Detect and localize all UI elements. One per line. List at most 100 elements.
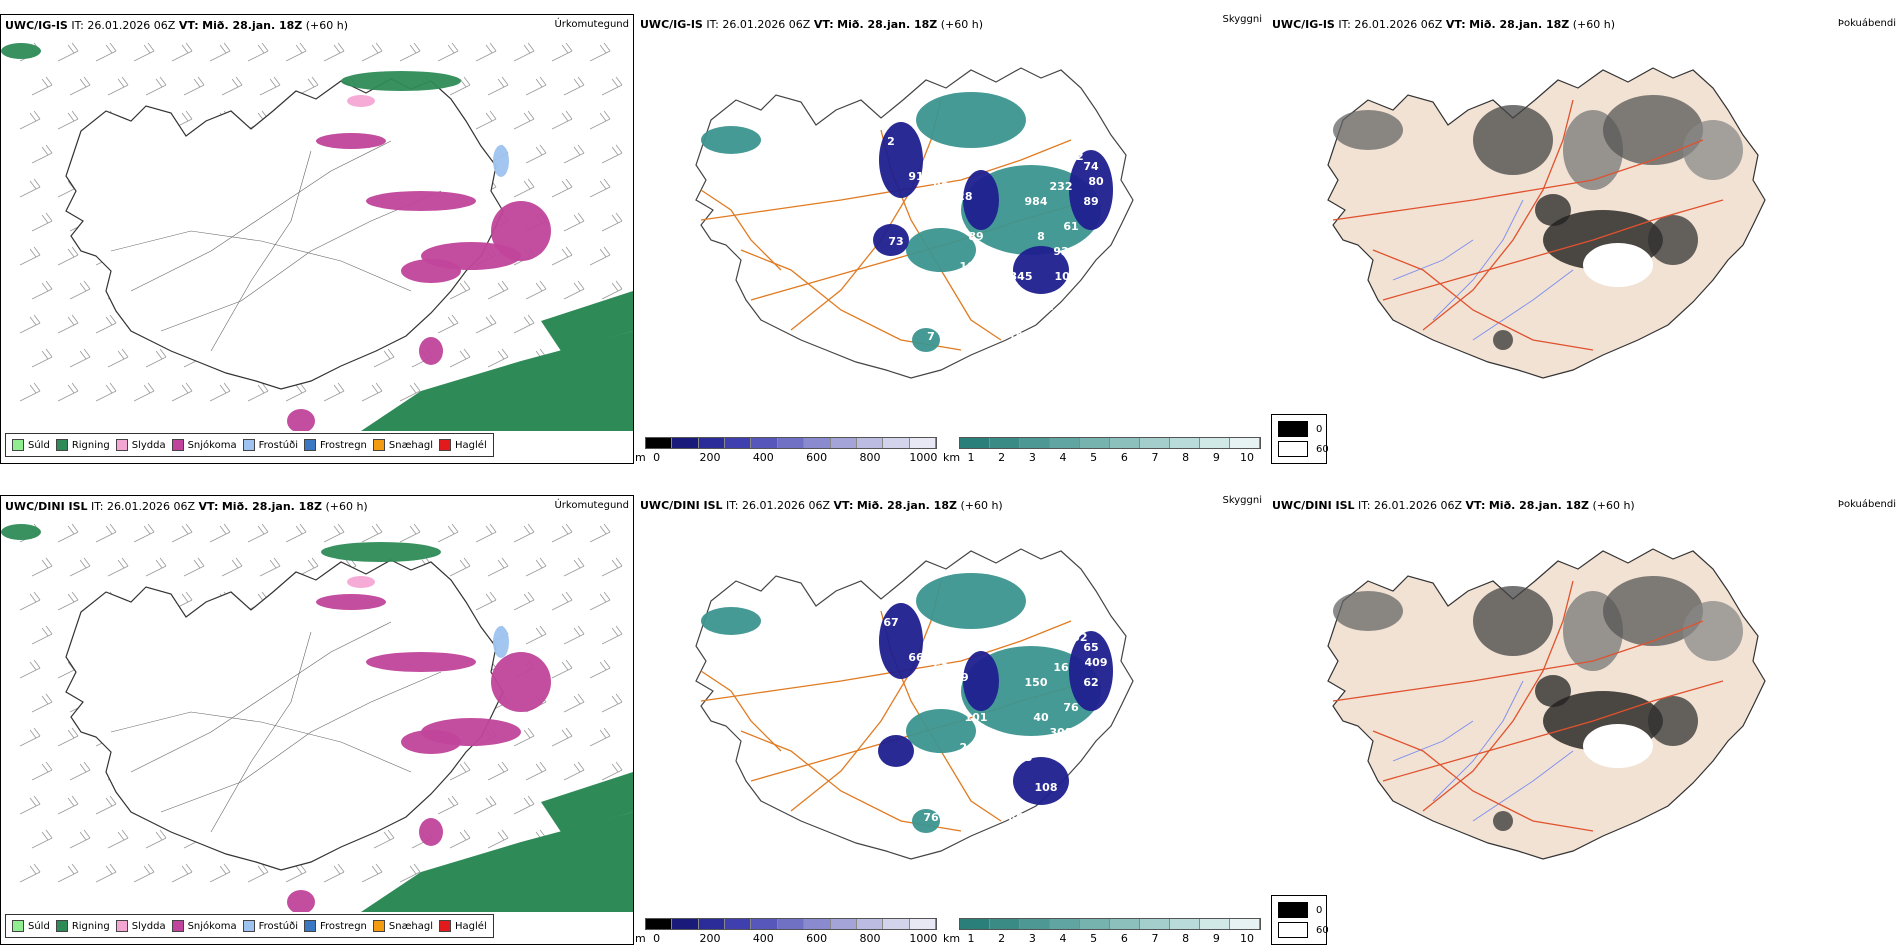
fog-index-area <box>1493 811 1513 831</box>
visibility-value-label: 16 <box>1053 661 1069 674</box>
visibility-value-label: 62 <box>1083 676 1098 689</box>
panel-header: UWC/IG-IS IT: 26.01.2026 06Z VT: Mið. 28… <box>640 18 984 31</box>
visibility-value-label: 61 <box>1063 220 1078 233</box>
visibility-value-label: 63 <box>933 661 948 674</box>
visibility-color-step <box>1050 438 1080 448</box>
legend-swatch <box>171 920 184 932</box>
snow-band <box>316 133 386 149</box>
visibility-tick-label: 8 <box>1182 451 1190 464</box>
fog-panel-top: UWC/IG-IS IT: 26.01.2026 06Z VT: Mið. 28… <box>1268 14 1900 464</box>
visibility-value-label: 8 <box>1037 230 1045 243</box>
cloud-legend-bottom: 60 <box>1316 924 1329 936</box>
legend-label: Snæhagl <box>388 920 434 932</box>
snow-band <box>401 259 461 283</box>
panel-type-label: Skyggni <box>1222 495 1262 506</box>
road-network <box>110 140 442 352</box>
visibility-tick-label: 7 <box>1151 932 1159 945</box>
fog-index-area <box>1648 215 1698 265</box>
elevation-color-step <box>725 438 752 448</box>
km-bar <box>959 918 1261 930</box>
rain-spot <box>1 43 41 59</box>
legend-swatch <box>12 439 24 451</box>
legend-label: Haglél <box>455 439 487 451</box>
visibility-value-label: 101 <box>965 711 988 724</box>
elevation-color-step <box>883 438 910 448</box>
fog-index-area <box>1473 586 1553 656</box>
snow-band <box>366 652 476 672</box>
legend-swatch <box>439 439 452 451</box>
vis-low-area <box>906 228 976 272</box>
visibility-value-label: 409 <box>1085 656 1108 669</box>
visibility-panel-top: UWC/IG-IS IT: 26.01.2026 06Z VT: Mið. 28… <box>636 14 1266 464</box>
legend-label: Frostregn <box>320 439 367 451</box>
fog-index-area <box>1603 95 1703 165</box>
legend-label: Snæhagl <box>388 439 434 451</box>
visibility-value-label: 93 <box>1058 751 1073 764</box>
snow-band <box>419 337 443 365</box>
elevation-color-step <box>909 919 936 929</box>
panel-header: UWC/DINI ISL IT: 26.01.2026 06Z VT: Mið.… <box>1272 499 1635 512</box>
visibility-tick-label: 2 <box>998 451 1006 464</box>
visibility-value-label: 83 <box>963 631 978 644</box>
rain-area-sea <box>361 331 633 431</box>
panel-type-label: Skyggni <box>1222 14 1262 25</box>
fog-index-area <box>1648 696 1698 746</box>
elevation-tick-label: 0 <box>653 932 661 945</box>
visibility-tick-label: 4 <box>1059 451 1067 464</box>
vis-very-low-area <box>1069 150 1113 230</box>
km-unit: km <box>943 932 961 945</box>
visibility-value-label: 98 <box>933 180 948 193</box>
visibility-value-label: 40 <box>1033 711 1049 724</box>
vis-low-area <box>916 573 1026 629</box>
elevation-tick-label: 0 <box>653 451 661 464</box>
visibility-value-label: 176 <box>1070 771 1093 784</box>
legend-swatch <box>304 439 316 451</box>
vis-low-area <box>912 809 940 833</box>
elevation-unit: m <box>635 932 646 945</box>
snow-spot <box>287 409 315 431</box>
legend-item: Slydda <box>115 920 166 932</box>
precip-map <box>1 523 633 912</box>
visibility-tick-label: 3 <box>1028 451 1036 464</box>
elevation-color-step <box>777 438 805 448</box>
visibility-value-label: 150 <box>1025 676 1048 689</box>
visibility-value-label: 402 <box>1065 631 1088 644</box>
vis-very-low-area <box>963 170 999 230</box>
visibility-value-label: 2 <box>887 135 895 148</box>
rivers <box>1392 680 1574 822</box>
visibility-value-label: 102 <box>1060 591 1083 604</box>
precip-legend: Súld Rigning Slydda Snjókoma Frostúði Frostre… <box>5 433 494 457</box>
km-ticks: 1 2 3 4 5 6 7 8 9 10 <box>959 932 1259 946</box>
fog-index-area <box>1603 576 1703 646</box>
legend-item: Súld <box>12 920 50 932</box>
legend-item: Frostregn <box>304 920 367 932</box>
fog-index-area <box>1333 591 1403 631</box>
rain-spot <box>1 524 41 540</box>
visibility-value-label: 984 <box>1025 195 1048 208</box>
elevation-color-step <box>804 919 831 929</box>
elevation-tick-label: 600 <box>806 932 828 945</box>
legend-swatch <box>115 439 128 451</box>
elevation-tick-label: 400 <box>752 451 774 464</box>
fog-shading <box>1333 95 1743 350</box>
cloud-legend-bottom: 60 <box>1316 443 1329 455</box>
legend-swatch <box>171 439 184 451</box>
snow-band <box>401 730 461 754</box>
visibility-tick-label: 1 <box>967 451 975 464</box>
panel-type-label: Þokuábendi <box>1837 18 1896 29</box>
elevation-unit: m <box>635 451 646 464</box>
elevation-tick-label: 200 <box>699 451 721 464</box>
visibility-color-step <box>1140 919 1170 929</box>
legend-label: Snjókoma <box>187 439 237 451</box>
elevation-color-step <box>751 919 778 929</box>
fog-index-area <box>1535 675 1571 707</box>
vis-very-low-area <box>1013 757 1069 805</box>
frzdrizzle-spot <box>493 626 509 658</box>
snow-band <box>491 652 551 712</box>
legend-item: Snjókoma <box>171 920 237 932</box>
elevation-tick-label: 800 <box>859 451 881 464</box>
visibility-color-step <box>1140 438 1170 448</box>
legend-item: Slydda <box>115 439 166 451</box>
